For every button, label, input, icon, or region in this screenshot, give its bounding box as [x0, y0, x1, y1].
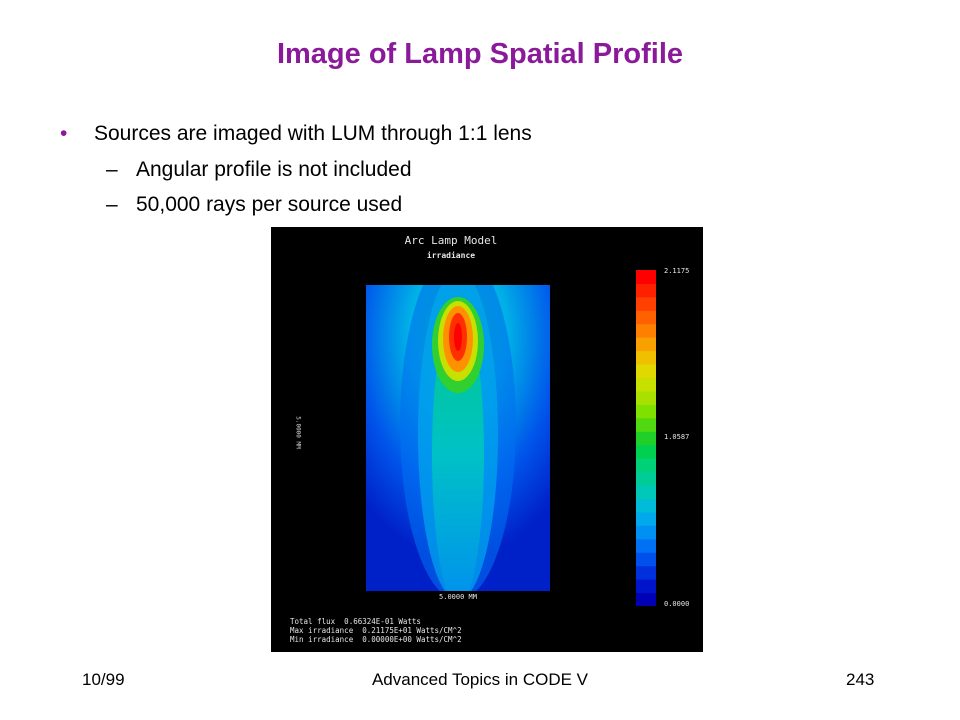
irradiance-map: [366, 285, 550, 591]
dash-marker: –: [106, 158, 118, 181]
colorbar-mid-label: 1.0587: [664, 433, 690, 441]
footer-page-number: 243: [846, 670, 875, 689]
colorbar-swatch: [636, 417, 656, 432]
y-axis-label: 5.0000 MM: [294, 416, 302, 449]
colorbar-swatch: [636, 296, 656, 311]
colorbar-swatch: [636, 565, 656, 580]
colorbar-swatch: [636, 377, 656, 392]
colorbar-swatch: [636, 471, 656, 486]
colorbar-swatch: [636, 511, 656, 526]
colorbar-min-label: 0.0000: [664, 600, 690, 608]
colorbar-swatch: [636, 323, 656, 338]
colorbar-swatch: [636, 538, 656, 553]
figure-title: Arc Lamp Model: [404, 234, 498, 247]
colorbar-swatch: [636, 592, 656, 606]
x-axis-label: 5.0000 MM: [439, 593, 477, 601]
colorbar-swatch: [636, 579, 656, 594]
colorbar-swatch: [636, 431, 656, 446]
sub-bullet-1: Angular profile is not included: [136, 158, 412, 181]
colorbar-swatch: [636, 270, 656, 284]
colorbar-swatch: [636, 364, 656, 379]
footer-title: Advanced Topics in CODE V: [371, 670, 589, 689]
colorbar-swatch: [636, 283, 656, 298]
colorbar-swatch: [636, 458, 656, 473]
dash-marker: –: [106, 193, 118, 216]
footer-date: 10/99: [82, 670, 125, 689]
colorbar-max-label: 2.1175: [664, 267, 690, 275]
bullet-marker: •: [60, 122, 68, 145]
colorbar: [636, 270, 656, 606]
stats-line-max: Max irradiance 0.21175E+01 Watts/CM^2: [290, 626, 462, 635]
colorbar-swatch: [636, 552, 656, 567]
colorbar-swatch: [636, 404, 656, 419]
colorbar-swatch: [636, 444, 656, 459]
bullet-text: Sources are imaged with LUM through 1:1 …: [94, 122, 532, 145]
figure-subtitle: irradiance: [426, 251, 476, 260]
colorbar-swatch: [636, 337, 656, 352]
stats-line-min: Min irradiance 0.00000E+00 Watts/CM^2: [290, 635, 462, 644]
irradiance-figure: Arc Lamp Model irradiance 5.0000 MM: [271, 227, 703, 652]
slide-title: Image of Lamp Spatial Profile: [276, 38, 684, 70]
sub-bullet-2: 50,000 rays per source used: [136, 193, 403, 216]
stats-line-flux: Total flux 0.66324E-01 Watts: [290, 617, 421, 626]
colorbar-swatch: [636, 525, 656, 540]
stats-block: Total flux 0.66324E-01 Watts Max irradian…: [290, 617, 462, 644]
colorbar-swatch: [636, 350, 656, 365]
colorbar-swatch: [636, 390, 656, 405]
contour-peak: [454, 323, 462, 351]
colorbar-swatch: [636, 310, 656, 325]
colorbar-swatch: [636, 485, 656, 499]
colorbar-swatch: [636, 498, 656, 513]
